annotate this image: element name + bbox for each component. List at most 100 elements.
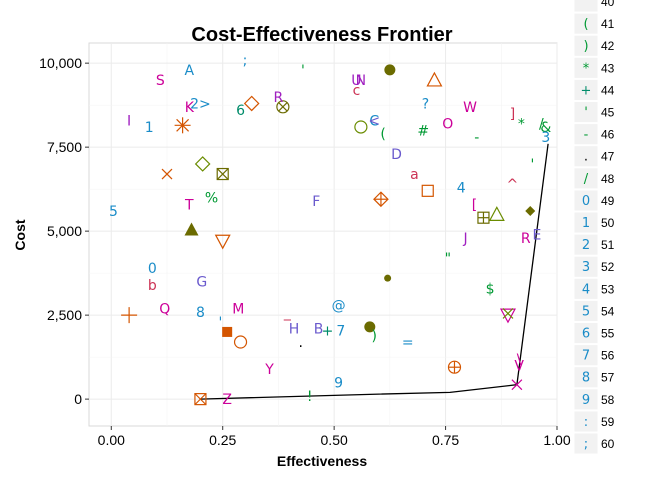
glyph-point: R — [521, 231, 531, 247]
glyph-point: ' — [531, 157, 535, 173]
legend-entry: ' 40 — [573, 0, 615, 13]
legend-entry: 2 51 — [573, 233, 615, 256]
glyph-point: 8 — [196, 305, 205, 321]
legend-key — [573, 56, 599, 79]
glyph-point: 9 — [334, 375, 343, 391]
marker-filled-square — [222, 326, 233, 337]
marker-asterisk — [174, 117, 191, 134]
glyph-point: ; — [243, 53, 248, 69]
legend-key — [573, 101, 599, 124]
marker-filled-diamond — [525, 205, 536, 216]
marker-open-triangle-down — [214, 234, 231, 250]
legend-key — [573, 211, 599, 234]
legend-label: 51 — [601, 238, 615, 252]
x-tick-label: 0.25 — [209, 432, 236, 448]
legend-glyph: - — [584, 128, 589, 143]
legend-label: 54 — [601, 304, 615, 318]
marker-small-dot — [384, 274, 392, 282]
legend-glyph: . — [584, 150, 588, 165]
x-tick-label: 0.75 — [432, 432, 459, 448]
x-axis-ticks: 0.00 0.25 0.50 0.75 1.00 — [98, 426, 571, 448]
marker-square-x — [194, 393, 207, 406]
marker-open-diamond — [194, 156, 211, 172]
glyph-point: 2> — [190, 96, 211, 112]
glyph-point: U — [351, 73, 361, 89]
legend-entry: ; 60 — [573, 432, 615, 455]
legend-label: 41 — [601, 17, 615, 31]
glyph-point: 3 — [541, 130, 550, 146]
legend-label: 56 — [601, 349, 615, 363]
legend-key — [573, 255, 599, 278]
legend-glyph: : — [584, 415, 588, 430]
glyph-point: Q — [159, 301, 170, 317]
legend-key — [573, 189, 599, 212]
glyph-point: B — [314, 322, 324, 338]
legend-glyph: 5 — [582, 304, 590, 319]
glyph-point: E — [533, 228, 542, 244]
glyph-point: W — [463, 100, 477, 116]
legend-entry: . 47 — [573, 145, 615, 168]
glyph-point: - — [474, 130, 479, 146]
legend-entry: / 48 — [573, 167, 615, 190]
glyph-point: A — [184, 63, 194, 79]
glyph-point: + — [322, 323, 334, 339]
plot-background — [88, 42, 558, 427]
legend-label: 44 — [601, 83, 615, 97]
glyph-point: $ — [486, 281, 495, 297]
legend-key — [573, 322, 599, 345]
y-tick-label: 5,000 — [47, 223, 82, 239]
glyph-point: C — [369, 113, 379, 129]
legend-glyph: ; — [584, 437, 588, 452]
glyph-point: 4 — [457, 180, 466, 196]
y-tick-label: 0 — [74, 391, 82, 407]
legend-label: 43 — [601, 61, 615, 75]
legend-glyph: ' — [584, 106, 588, 121]
glyph-point: @ — [332, 298, 346, 314]
y-axis-title: Cost — [12, 219, 28, 250]
legend-entry: 9 58 — [573, 388, 615, 411]
glyph-point: " — [445, 251, 451, 267]
glyph-point: Y — [264, 362, 274, 378]
legend-label: 40 — [601, 0, 615, 9]
legend-entry: 1 50 — [573, 211, 615, 234]
glyph-point: ! — [307, 389, 313, 405]
glyph-point: ? — [422, 96, 429, 112]
glyph-point: c — [353, 83, 361, 99]
legend-entry: 8 57 — [573, 366, 615, 389]
glyph-point: I — [127, 113, 131, 129]
legend-entry: 6 55 — [573, 322, 615, 345]
legend-label: 50 — [601, 216, 615, 230]
glyph-point: F — [312, 194, 320, 210]
legend-key — [573, 277, 599, 300]
glyph-point: J — [463, 231, 468, 247]
glyph-point: b — [148, 278, 157, 294]
glyph-point: * — [518, 117, 525, 133]
marker-filled-circle — [384, 64, 396, 76]
marker-filled-circle — [364, 321, 376, 333]
legend-key — [573, 78, 599, 102]
glyph-point: ( — [380, 127, 385, 143]
glyph-point: H — [289, 322, 300, 338]
glyph-point: 0 — [148, 261, 157, 277]
glyph-point: # — [417, 123, 429, 139]
glyph-point: . — [298, 335, 302, 351]
grid-lines — [89, 43, 558, 426]
legend-glyph: 0 — [582, 194, 590, 209]
glyph-point: Z — [222, 392, 232, 408]
legend-entry: 0 49 — [573, 189, 615, 212]
glyph-point: % — [205, 191, 218, 207]
legend-glyph: ( — [583, 17, 588, 32]
legend-entry: ' 45 — [573, 101, 615, 124]
legend-label: 53 — [601, 282, 615, 296]
glyph-point: 5 — [109, 204, 118, 220]
legend-key — [573, 432, 599, 455]
marker-diamond-plus — [373, 191, 389, 208]
marker-circle-x — [276, 100, 290, 114]
legend-entry: 5 54 — [573, 299, 615, 322]
marker-x — [502, 308, 514, 319]
glyph-point: M — [232, 301, 244, 317]
marker-plus — [121, 307, 138, 324]
legend-glyph: + — [581, 83, 592, 98]
